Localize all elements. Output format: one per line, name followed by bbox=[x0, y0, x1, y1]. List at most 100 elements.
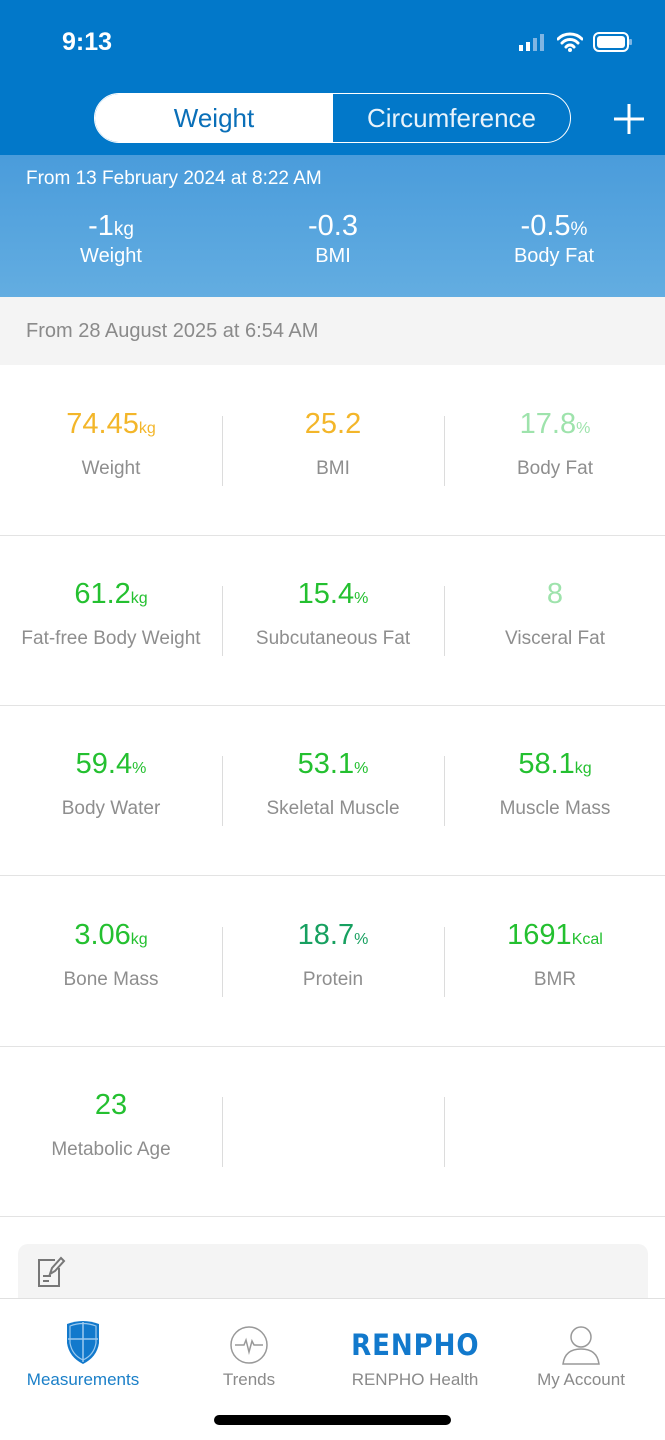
user-icon bbox=[562, 1326, 600, 1365]
metrics-row: 74.45kg Weight 25.2 BMI 17.8% Body Fat bbox=[0, 365, 665, 536]
metric-label: Muscle Mass bbox=[499, 798, 611, 819]
value: -0.3 bbox=[308, 210, 358, 242]
metric-value: 53.1% bbox=[297, 748, 369, 780]
metric-value: 3.06kg bbox=[74, 919, 148, 951]
tab-trends[interactable]: Trends bbox=[166, 1299, 332, 1390]
metric-value: 74.45kg bbox=[66, 408, 156, 440]
metric-value: 18.7% bbox=[297, 919, 369, 951]
metric-bmr[interactable]: 1691Kcal BMR bbox=[444, 876, 665, 1046]
header: 9:13 Weight Circumference bbox=[0, 0, 665, 155]
tab-label: Trends bbox=[222, 1370, 276, 1389]
metric-value: 8 bbox=[546, 578, 564, 610]
metric-label: Metabolic Age bbox=[51, 1139, 171, 1160]
tab-label: RENPHO Health bbox=[351, 1370, 479, 1389]
summary-weight: -1kg Weight bbox=[0, 210, 222, 268]
wifi-icon bbox=[557, 32, 583, 52]
metric-unit: kg bbox=[574, 760, 592, 777]
metric-label: BMR bbox=[533, 969, 577, 990]
metric-value: 61.2kg bbox=[74, 578, 148, 610]
metric-unit: % bbox=[354, 760, 369, 777]
comparison-date: From 13 February 2024 at 8:22 AM bbox=[26, 168, 322, 189]
metric-label: Weight bbox=[81, 458, 141, 479]
divider bbox=[222, 927, 223, 997]
tab-label: My Account bbox=[537, 1370, 625, 1389]
tab-measurements[interactable]: Measurements bbox=[0, 1299, 166, 1390]
metric-value: 25.2 bbox=[304, 408, 362, 440]
metric-unit: % bbox=[132, 760, 147, 777]
segment-control: Weight Circumference bbox=[94, 93, 571, 143]
divider bbox=[444, 1097, 445, 1167]
metric-unit: Kcal bbox=[571, 931, 603, 948]
metric-label: Bone Mass bbox=[63, 969, 159, 990]
metric-unit: kg bbox=[130, 590, 148, 607]
add-icon[interactable] bbox=[612, 102, 646, 136]
metric-label: BMI bbox=[316, 458, 350, 479]
divider bbox=[444, 756, 445, 826]
metric-protein[interactable]: 18.7% Protein bbox=[222, 876, 444, 1046]
battery-icon bbox=[593, 32, 632, 52]
metric-label: Subcutaneous Fat bbox=[255, 628, 411, 649]
metric-label: Skeletal Muscle bbox=[266, 798, 400, 819]
metric-unit: % bbox=[576, 420, 591, 437]
pulse-icon bbox=[230, 1326, 268, 1364]
metrics-row: 23 Metabolic Age bbox=[0, 1046, 665, 1217]
metric-skeletal-muscle[interactable]: 53.1% Skeletal Muscle bbox=[222, 705, 444, 875]
divider bbox=[222, 756, 223, 826]
metric-weight[interactable]: 74.45kg Weight bbox=[0, 365, 222, 535]
metric-visceral-fat[interactable]: 8 Visceral Fat bbox=[444, 535, 665, 705]
metric-label: Fat-free Body Weight bbox=[21, 628, 201, 649]
label: BMI bbox=[315, 245, 351, 267]
metric-fat-free-body-weight[interactable]: 61.2kg Fat-free Body Weight bbox=[0, 535, 222, 705]
metric-unit: kg bbox=[138, 420, 156, 437]
metric-value: 17.8% bbox=[519, 408, 591, 440]
divider bbox=[222, 1097, 223, 1167]
value: -0.5 bbox=[520, 210, 571, 242]
tab-weight[interactable]: Weight bbox=[95, 94, 333, 142]
summary-bmi: -0.3 BMI bbox=[222, 210, 444, 268]
metric-value: 58.1kg bbox=[518, 748, 592, 780]
metric-body-water[interactable]: 59.4% Body Water bbox=[0, 705, 222, 875]
metric-label: Protein bbox=[302, 969, 364, 990]
metric-body-fat[interactable]: 17.8% Body Fat bbox=[444, 365, 665, 535]
status-icons bbox=[517, 32, 633, 52]
measurement-date: From 28 August 2025 at 6:54 AM bbox=[0, 297, 665, 365]
signal-icon bbox=[519, 34, 544, 51]
tab-renpho-health[interactable]: RENPHO RENPHO Health bbox=[332, 1299, 498, 1390]
label: Body Fat bbox=[513, 245, 595, 267]
metric-metabolic-age[interactable]: 23 Metabolic Age bbox=[0, 1046, 222, 1216]
divider bbox=[222, 416, 223, 486]
metrics-row: 61.2kg Fat-free Body Weight 15.4% Subcutane… bbox=[0, 535, 665, 706]
metric-unit: % bbox=[354, 590, 369, 607]
shield-icon bbox=[67, 1321, 99, 1364]
unit: kg bbox=[113, 219, 134, 240]
comparison-summary: From 13 February 2024 at 8:22 AM -1kg Wei… bbox=[0, 155, 665, 297]
summary-body-fat: -0.5% Body Fat bbox=[443, 210, 665, 268]
value: -1 bbox=[88, 210, 114, 242]
metric-muscle-mass[interactable]: 58.1kg Muscle Mass bbox=[444, 705, 665, 875]
metric-value: 1691Kcal bbox=[507, 919, 603, 951]
home-indicator[interactable] bbox=[214, 1415, 451, 1425]
metric-label: Body Fat bbox=[516, 458, 594, 479]
metric-unit: kg bbox=[130, 931, 148, 948]
metrics-row: 59.4% Body Water 53.1% Skeletal Muscle 58.1k… bbox=[0, 705, 665, 876]
metric-value: 59.4% bbox=[75, 748, 147, 780]
tab-label: Measurements bbox=[26, 1370, 140, 1389]
label: Weight bbox=[80, 245, 142, 267]
divider bbox=[222, 586, 223, 656]
metric-unit: % bbox=[354, 931, 369, 948]
metric-label: Visceral Fat bbox=[505, 628, 605, 649]
renpho-logo: RENPHO bbox=[350, 1328, 480, 1362]
tab-my-account[interactable]: My Account bbox=[498, 1299, 664, 1390]
note-edit-icon[interactable] bbox=[36, 1254, 66, 1288]
metric-bmi[interactable]: 25.2 BMI bbox=[222, 365, 444, 535]
divider bbox=[444, 927, 445, 997]
metric-value: 23 bbox=[94, 1089, 128, 1121]
metric-label: Body Water bbox=[61, 798, 161, 819]
metric-bone-mass[interactable]: 3.06kg Bone Mass bbox=[0, 876, 222, 1046]
status-time: 9:13 bbox=[62, 28, 113, 56]
divider bbox=[444, 586, 445, 656]
metrics-row: 3.06kg Bone Mass 18.7% Protein 1691Kcal BMR bbox=[0, 876, 665, 1047]
metric-subcutaneous-fat[interactable]: 15.4% Subcutaneous Fat bbox=[222, 535, 444, 705]
tab-circumference[interactable]: Circumference bbox=[366, 102, 537, 133]
divider bbox=[444, 416, 445, 486]
